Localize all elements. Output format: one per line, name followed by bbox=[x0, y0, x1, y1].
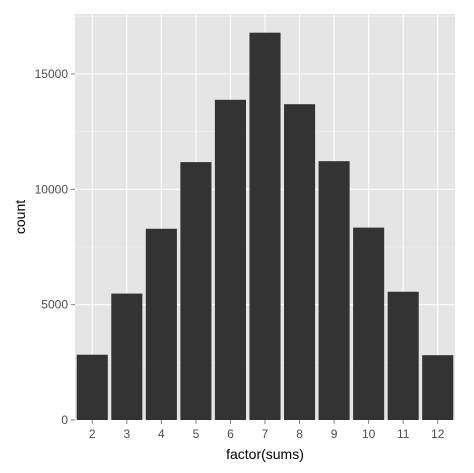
x-tick-label: 11 bbox=[397, 427, 410, 441]
bars-group bbox=[76, 32, 454, 421]
bar-4 bbox=[145, 228, 177, 420]
x-tick-label: 2 bbox=[89, 427, 96, 441]
y-tick-label: 0 bbox=[61, 413, 68, 427]
y-tick-label: 5000 bbox=[41, 298, 68, 312]
x-tick-label: 10 bbox=[362, 427, 376, 441]
x-tick-label: 6 bbox=[227, 427, 234, 441]
x-axis-title: factor(sums) bbox=[226, 446, 304, 462]
bar-7 bbox=[249, 32, 281, 420]
x-tick-label: 5 bbox=[193, 427, 200, 441]
x-tick-label: 7 bbox=[262, 427, 269, 441]
x-tick-label: 9 bbox=[331, 427, 338, 441]
bar-3 bbox=[111, 293, 143, 420]
bar-12 bbox=[422, 355, 454, 420]
x-axis-ticks: 2 3 4 5 6 7 8 9 10 11 12 bbox=[89, 420, 445, 441]
x-tick-label: 3 bbox=[123, 427, 130, 441]
x-tick-label: 4 bbox=[158, 427, 165, 441]
bar-9 bbox=[318, 161, 350, 421]
bar-2 bbox=[76, 354, 108, 420]
bar-11 bbox=[387, 291, 419, 420]
bar-5 bbox=[180, 162, 212, 421]
y-axis-ticks: 0 5000 10000 15000 bbox=[35, 67, 75, 427]
bar-8 bbox=[284, 104, 316, 420]
y-tick-label: 10000 bbox=[35, 182, 69, 196]
y-axis-title: count bbox=[12, 200, 28, 234]
x-tick-label: 8 bbox=[296, 427, 303, 441]
y-tick-label: 15000 bbox=[35, 67, 69, 81]
x-tick-label: 12 bbox=[431, 427, 445, 441]
bar-6 bbox=[214, 99, 246, 421]
bar-10 bbox=[353, 227, 385, 420]
